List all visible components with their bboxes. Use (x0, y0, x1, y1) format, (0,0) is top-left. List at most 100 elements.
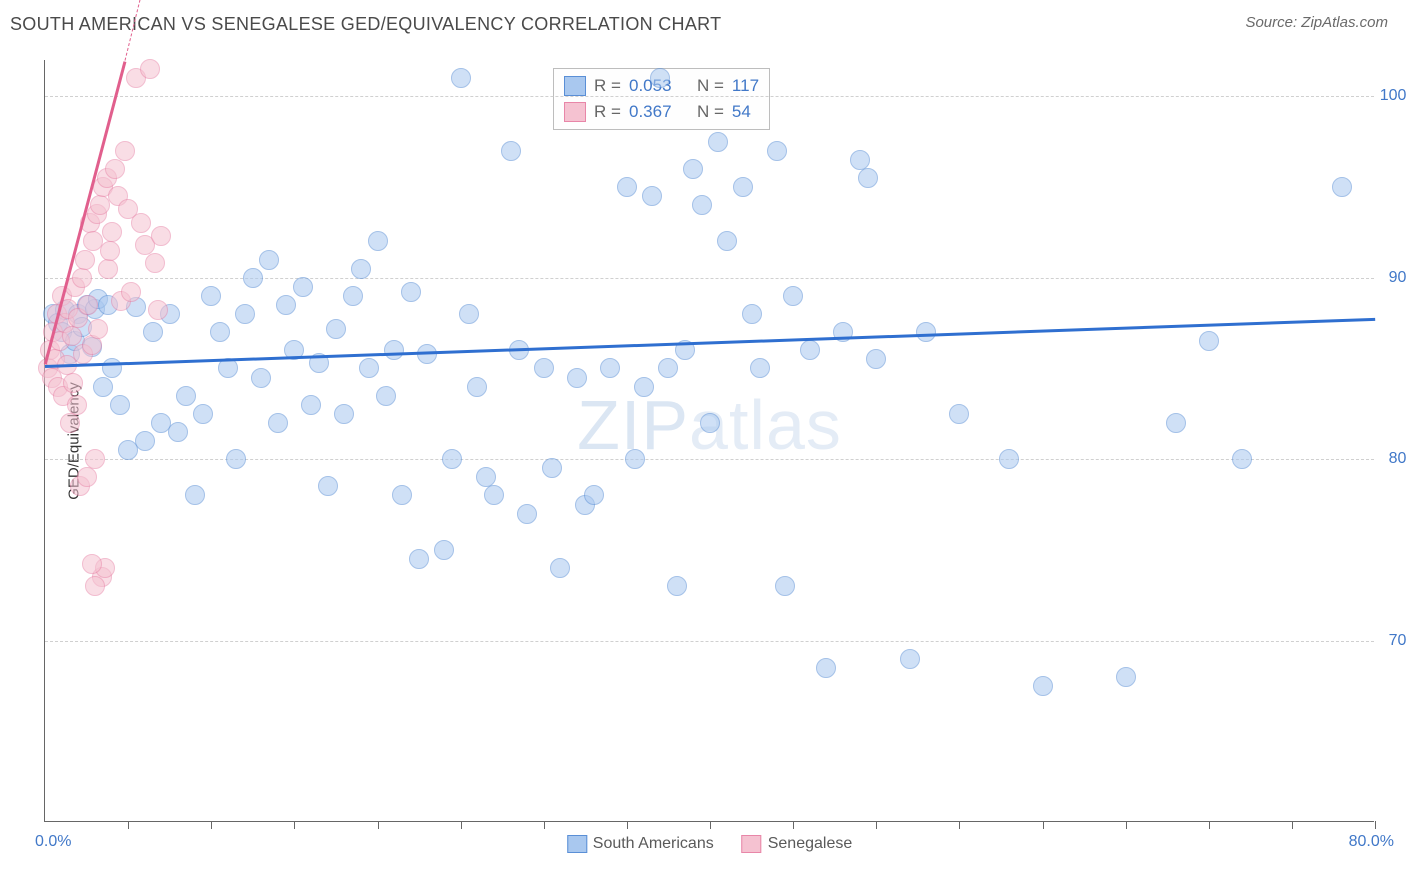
x-axis-min-label: 0.0% (35, 833, 71, 851)
data-point (625, 449, 645, 469)
x-tick (959, 821, 960, 829)
data-point (201, 286, 221, 306)
x-tick (1043, 821, 1044, 829)
data-point (85, 449, 105, 469)
data-point (88, 319, 108, 339)
source-label: Source: ZipAtlas.com (1245, 14, 1388, 31)
data-point (210, 322, 230, 342)
data-point (376, 386, 396, 406)
x-tick (461, 821, 462, 829)
data-point (517, 504, 537, 524)
data-point (650, 68, 670, 88)
data-point (301, 395, 321, 415)
data-point (121, 282, 141, 302)
legend-item: South Americans (567, 835, 714, 853)
plot-area: ZIPatlas GED/Equivalency 0.0% 80.0% Sout… (44, 60, 1374, 822)
x-tick (128, 821, 129, 829)
data-point (168, 422, 188, 442)
data-point (683, 159, 703, 179)
data-point (717, 231, 737, 251)
data-point (467, 377, 487, 397)
data-point (1166, 413, 1186, 433)
data-point (775, 576, 795, 596)
data-point (767, 141, 787, 161)
x-tick (1375, 821, 1376, 829)
data-point (1116, 667, 1136, 687)
chart-title: SOUTH AMERICAN VS SENEGALESE GED/EQUIVAL… (10, 14, 721, 35)
data-point (658, 358, 678, 378)
data-point (900, 649, 920, 669)
x-tick (1209, 821, 1210, 829)
data-point (800, 340, 820, 360)
x-tick (1126, 821, 1127, 829)
data-point (218, 358, 238, 378)
data-point (667, 576, 687, 596)
data-point (82, 554, 102, 574)
data-point (783, 286, 803, 306)
data-point (318, 476, 338, 496)
data-point (131, 213, 151, 233)
data-point (1232, 449, 1252, 469)
data-point (251, 368, 271, 388)
data-point (816, 658, 836, 678)
data-point (151, 226, 171, 246)
x-tick (627, 821, 628, 829)
trend-line (45, 318, 1375, 368)
data-point (642, 186, 662, 206)
data-point (334, 404, 354, 424)
data-point (140, 59, 160, 79)
data-point (98, 259, 118, 279)
x-tick (378, 821, 379, 829)
data-point (542, 458, 562, 478)
data-point (62, 326, 82, 346)
data-point (60, 413, 80, 433)
data-point (733, 177, 753, 197)
gridline-h (45, 641, 1374, 642)
data-point (110, 395, 130, 415)
legend-stat-row: R = 0.367 N = 54 (564, 99, 759, 125)
data-point (326, 319, 346, 339)
data-point (866, 349, 886, 369)
data-point (999, 449, 1019, 469)
data-point (148, 300, 168, 320)
data-point (459, 304, 479, 324)
data-point (268, 413, 288, 433)
data-point (484, 485, 504, 505)
data-point (384, 340, 404, 360)
data-point (185, 485, 205, 505)
x-tick (793, 821, 794, 829)
data-point (1033, 676, 1053, 696)
data-point (700, 413, 720, 433)
data-point (135, 431, 155, 451)
data-point (259, 250, 279, 270)
data-point (93, 377, 113, 397)
data-point (600, 358, 620, 378)
data-point (1332, 177, 1352, 197)
data-point (105, 159, 125, 179)
data-point (692, 195, 712, 215)
data-point (742, 304, 762, 324)
data-point (567, 368, 587, 388)
data-point (77, 467, 97, 487)
y-tick-label: 100.0% (1380, 87, 1406, 105)
x-tick (211, 821, 212, 829)
x-tick (294, 821, 295, 829)
y-tick-label: 70.0% (1389, 632, 1406, 650)
data-point (409, 549, 429, 569)
data-point (235, 304, 255, 324)
gridline-h (45, 96, 1374, 97)
data-point (243, 268, 263, 288)
x-tick (876, 821, 877, 829)
data-point (434, 540, 454, 560)
data-point (226, 449, 246, 469)
data-point (90, 195, 110, 215)
y-tick-label: 90.0% (1389, 269, 1406, 287)
y-tick-label: 80.0% (1389, 450, 1406, 468)
x-tick (1292, 821, 1293, 829)
data-point (85, 576, 105, 596)
data-point (617, 177, 637, 197)
data-point (634, 377, 654, 397)
data-point (351, 259, 371, 279)
data-point (750, 358, 770, 378)
data-point (115, 141, 135, 161)
